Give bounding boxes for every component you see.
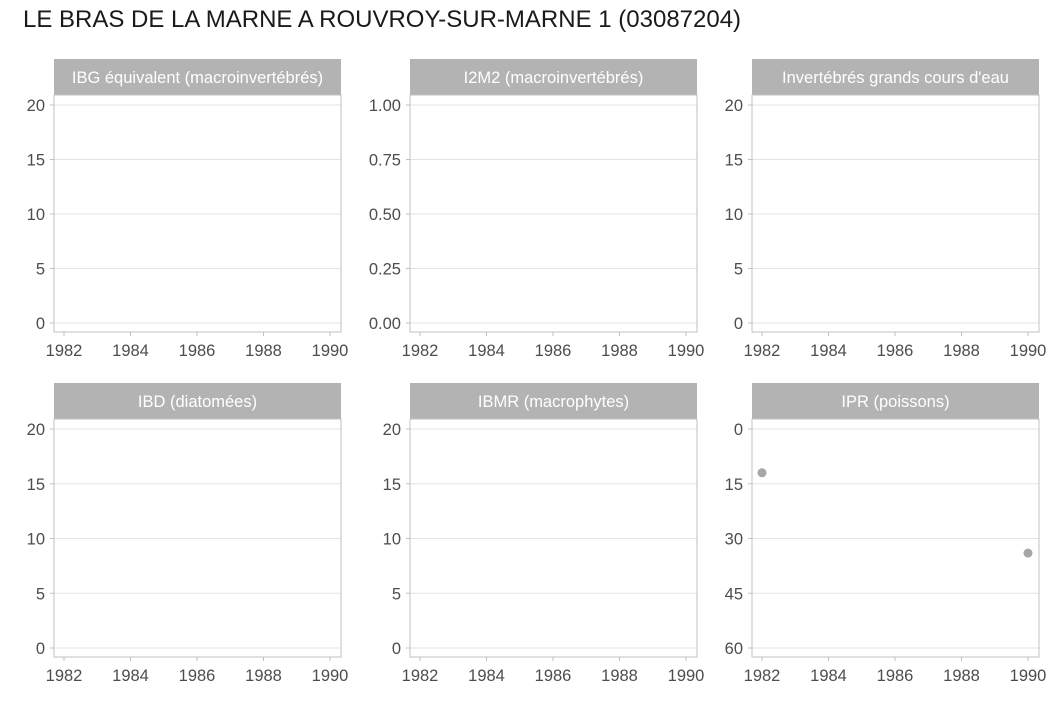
facet-strip [410,383,697,419]
x-tick-label: 1990 [1010,342,1047,360]
y-tick-label: 0 [392,640,401,658]
x-tick-label: 1990 [312,342,349,360]
data-point [757,468,767,478]
data-point [1023,548,1033,558]
y-tick-label: 10 [27,206,45,224]
x-tick-label: 1990 [668,667,705,685]
x-tick-label: 1984 [810,342,847,360]
x-tick-label: 1986 [877,667,914,685]
y-tick-label: 0.75 [369,152,401,170]
y-tick-label: 20 [27,97,45,115]
facet-strip [410,59,697,95]
x-tick-label: 1984 [112,342,149,360]
x-tick-label: 1988 [245,342,282,360]
x-tick-label: 1986 [535,342,572,360]
y-tick-label: 0 [734,421,743,439]
x-tick-label: 1986 [179,667,216,685]
y-tick-label: 10 [725,206,743,224]
y-tick-label: 5 [392,585,401,603]
y-tick-label: 10 [383,531,401,549]
y-tick-label: 30 [725,531,743,549]
y-tick-label: 15 [27,152,45,170]
x-tick-label: 1984 [468,667,505,685]
x-tick-label: 1990 [1010,667,1047,685]
y-tick-label: 1.00 [369,97,401,115]
x-tick-label: 1982 [402,342,439,360]
facet-strip [54,59,341,95]
y-tick-label: 20 [383,421,401,439]
y-tick-label: 0 [734,315,743,333]
y-tick-label: 20 [27,421,45,439]
x-tick-label: 1982 [744,342,781,360]
facet-title: IPR (poissons) [841,393,949,411]
y-tick-label: 0 [36,315,45,333]
x-tick-label: 1990 [668,342,705,360]
y-tick-label: 10 [27,531,45,549]
x-tick-label: 1988 [601,667,638,685]
x-tick-label: 1988 [245,667,282,685]
x-tick-label: 1984 [112,667,149,685]
y-tick-label: 0 [36,640,45,658]
y-tick-label: 15 [725,152,743,170]
x-tick-label: 1982 [744,667,781,685]
y-tick-label: 15 [383,476,401,494]
x-tick-label: 1984 [468,342,505,360]
facet-title: IBG équivalent (macroinvertébrés) [72,69,323,87]
x-tick-label: 1990 [312,667,349,685]
y-tick-label: 45 [725,585,743,603]
x-tick-label: 1982 [402,667,439,685]
y-tick-label: 0.50 [369,206,401,224]
x-tick-label: 1986 [535,667,572,685]
facet-strip [752,59,1039,95]
facet-strip [752,383,1039,419]
facet-title: Invertébrés grands cours d'eau [782,69,1009,87]
page-title: LE BRAS DE LA MARNE A ROUVROY-SUR-MARNE … [23,6,742,33]
y-tick-label: 5 [734,261,743,279]
facet-title: IBMR (macrophytes) [478,393,629,411]
y-tick-label: 5 [36,585,45,603]
x-tick-label: 1982 [46,342,83,360]
x-tick-label: 1986 [877,342,914,360]
y-tick-label: 0.25 [369,261,401,279]
x-tick-label: 1988 [601,342,638,360]
x-tick-label: 1988 [943,342,980,360]
x-tick-label: 1984 [810,667,847,685]
y-tick-label: 0.00 [369,315,401,333]
y-tick-label: 60 [725,640,743,658]
y-tick-label: 5 [36,261,45,279]
x-tick-label: 1986 [179,342,216,360]
y-tick-label: 20 [725,97,743,115]
y-tick-label: 15 [725,476,743,494]
facet-title: I2M2 (macroinvertébrés) [464,69,644,87]
facet-strip [54,383,341,419]
x-tick-label: 1982 [46,667,83,685]
facet-title: IBD (diatomées) [138,393,257,411]
y-tick-label: 15 [27,476,45,494]
x-tick-label: 1988 [943,667,980,685]
